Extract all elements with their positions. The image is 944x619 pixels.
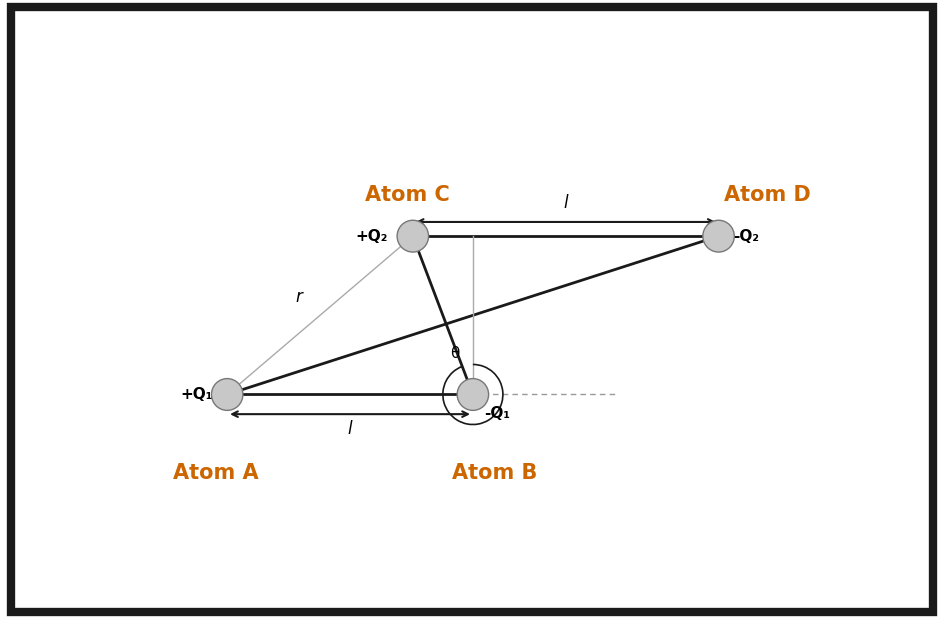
Text: +Q₂: +Q₂ xyxy=(355,228,388,244)
Text: -Q₁: -Q₁ xyxy=(484,405,510,420)
Text: Atom D: Atom D xyxy=(724,184,811,205)
Text: Atom B: Atom B xyxy=(452,463,537,483)
Ellipse shape xyxy=(397,220,429,252)
Text: l: l xyxy=(347,420,352,438)
Ellipse shape xyxy=(211,379,243,410)
Text: Atom C: Atom C xyxy=(365,184,449,205)
Ellipse shape xyxy=(703,220,734,252)
Text: Atom A: Atom A xyxy=(174,463,259,483)
Text: r: r xyxy=(295,288,302,306)
Text: -Q₂: -Q₂ xyxy=(733,228,759,244)
Text: θ: θ xyxy=(449,346,459,361)
Text: +Q₁: +Q₁ xyxy=(180,387,212,402)
Text: l: l xyxy=(564,194,568,212)
Ellipse shape xyxy=(457,379,489,410)
